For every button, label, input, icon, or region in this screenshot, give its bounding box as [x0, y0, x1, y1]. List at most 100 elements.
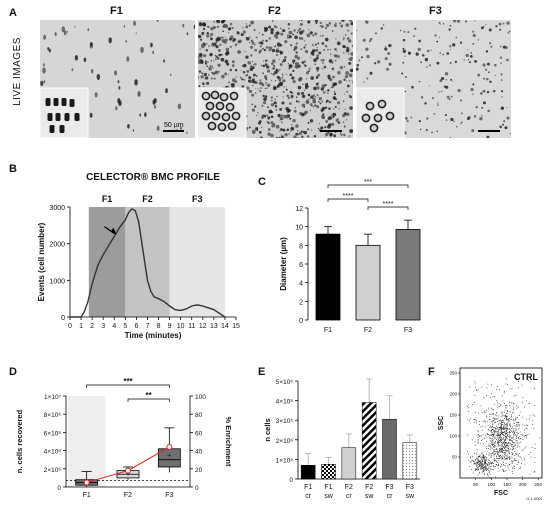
scatter-point [505, 415, 507, 417]
scatter-point [515, 418, 517, 420]
scatter-point [480, 426, 482, 428]
scatter-point [506, 412, 508, 414]
significance-label: *** [364, 179, 372, 186]
scatter-point [493, 417, 495, 419]
cell [460, 99, 463, 102]
scatter-point [482, 456, 484, 458]
cell [272, 72, 276, 76]
scatter-point [486, 436, 488, 438]
cell [316, 46, 318, 49]
cell [137, 90, 141, 97]
scatter-point [489, 418, 491, 420]
cell [310, 51, 315, 55]
x-tick-label: F1 [304, 484, 312, 491]
scatter-point [516, 452, 518, 454]
cell [257, 88, 259, 90]
cell [333, 134, 337, 138]
cell [345, 119, 348, 121]
scatter-point [532, 420, 534, 422]
cell [445, 79, 448, 81]
scatter-point [497, 440, 499, 442]
cell [221, 74, 225, 79]
cell [320, 59, 323, 62]
scatter-point [500, 433, 502, 434]
cell [407, 31, 410, 34]
scatter-point [491, 407, 492, 409]
scatter-point [501, 429, 502, 431]
cell [298, 100, 300, 103]
cell [288, 30, 293, 35]
cell [262, 64, 266, 68]
region-f2 [125, 207, 170, 317]
cell [467, 49, 469, 51]
scatter-point [505, 417, 507, 418]
scatter-point [511, 463, 513, 464]
cell [241, 85, 245, 89]
scatter-point [513, 434, 515, 436]
cell [210, 53, 213, 55]
scatter-point [521, 459, 523, 461]
cell [336, 41, 341, 46]
scatter-point [532, 423, 534, 425]
cell [226, 51, 230, 55]
cell [48, 48, 51, 53]
x-tick-label: 5 [123, 323, 127, 330]
scatter-point [485, 465, 486, 467]
cell [315, 56, 319, 60]
scatter-point [477, 442, 479, 444]
cell [300, 130, 303, 132]
x-tick-label: 10 [177, 323, 185, 330]
cell [351, 81, 353, 84]
cell [268, 37, 271, 40]
scatter-point [502, 415, 503, 417]
cell [89, 112, 93, 118]
cell [313, 86, 317, 91]
cell [348, 73, 353, 78]
cell [202, 42, 206, 46]
cell [337, 71, 341, 75]
cell [325, 119, 329, 123]
cell [291, 76, 295, 80]
scatter-point [486, 457, 488, 459]
cell [223, 24, 227, 28]
scatter-point [501, 431, 503, 433]
scatter-point [518, 436, 520, 438]
scatter-point [514, 458, 516, 460]
cell [220, 53, 223, 56]
cell [327, 76, 331, 80]
scatter-point [518, 462, 520, 463]
scatter-point [496, 428, 498, 430]
scatter-point [514, 451, 516, 453]
cell [282, 128, 286, 132]
cell [326, 90, 328, 92]
scatter-point [491, 430, 493, 432]
scatter-point [506, 454, 508, 456]
scatter-point [494, 419, 496, 421]
scatter-point [496, 400, 498, 401]
scatter-point [487, 475, 489, 477]
scatter-point [501, 438, 503, 440]
scatter-point [474, 381, 476, 383]
scatter-point [519, 438, 521, 440]
scatter-point [516, 437, 518, 439]
scatter-point [499, 449, 500, 451]
x-tick-label: 6 [134, 323, 138, 330]
scatter-point [480, 458, 482, 460]
y-tick-label: 3×10⁶ [276, 418, 294, 425]
scatter-point [497, 442, 498, 444]
x-tick-label: 0 [68, 323, 72, 330]
cell [235, 76, 238, 78]
image-title-f2: F2 [268, 5, 281, 17]
scatter-point [501, 420, 503, 422]
cell [297, 29, 300, 32]
scatter-point [499, 440, 501, 442]
cell [210, 37, 213, 40]
scatter-point [524, 435, 526, 437]
cell [306, 135, 310, 138]
scatter-point [510, 418, 512, 420]
scatter-point [501, 442, 503, 443]
scatter-point [517, 455, 519, 457]
cell [240, 33, 244, 37]
scatter-point [479, 463, 480, 465]
cell [279, 27, 282, 29]
